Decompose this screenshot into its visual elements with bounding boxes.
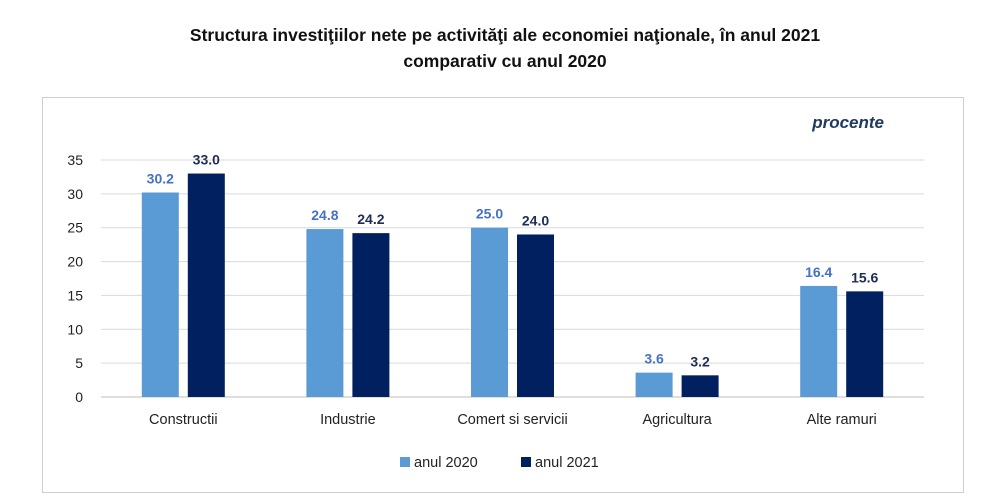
bar: [635, 372, 673, 397]
x-tick-label: Comert si servicii: [457, 412, 567, 428]
data-label: 24.2: [357, 211, 384, 227]
chart-title: Structura investiţiilor nete pe activită…: [0, 22, 996, 74]
bar: [846, 291, 884, 397]
data-label: 30.2: [147, 171, 174, 187]
x-tick-label: Agricultura: [642, 412, 712, 428]
chart-frame: [42, 97, 964, 493]
bar: [471, 227, 508, 397]
y-tick-label: 0: [75, 389, 83, 405]
y-tick-label: 15: [67, 287, 83, 303]
legend-label: anul 2021: [535, 455, 599, 471]
x-tick-label: Constructii: [149, 412, 218, 428]
y-tick-label: 20: [67, 254, 83, 270]
legend-swatch: [400, 457, 410, 467]
chart-title-line-1: Structura investiţiilor nete pe activită…: [189, 25, 821, 45]
data-label: 33.0: [193, 152, 220, 168]
data-label: 15.6: [851, 269, 878, 285]
data-label: 24.8: [311, 207, 338, 223]
data-label: 3.6: [644, 351, 664, 367]
bar: [187, 173, 225, 397]
bar: [141, 192, 179, 397]
legend: anul 2020 anul 2021: [400, 455, 599, 471]
legend-label: anul 2020: [414, 455, 478, 471]
bar: [352, 233, 390, 397]
y-tick-label: 35: [67, 152, 83, 168]
y-tick-label: 30: [67, 186, 83, 202]
bar: [800, 285, 838, 397]
y-tick-label: 10: [67, 321, 83, 337]
y-axis: 0 5 10 15 20 25 30 35: [67, 152, 83, 405]
legend-swatch: [521, 457, 531, 467]
gridlines: [101, 159, 924, 398]
bar: [306, 229, 344, 397]
data-label: 3.2: [690, 353, 710, 369]
bar: [517, 234, 554, 397]
data-label: 16.4: [805, 264, 832, 280]
chart-title-line-2: comparativ cu anul 2020: [403, 51, 607, 71]
bars: [141, 173, 884, 397]
x-tick-label: Industrie: [320, 412, 376, 428]
data-labels: 30.2 33.0 24.8 24.2 25.0 24.0 3.6 3.2 16.4 15.6: [147, 152, 879, 370]
data-label: 25.0: [476, 206, 503, 222]
y-tick-label: 25: [67, 220, 83, 236]
data-label: 24.0: [522, 212, 549, 228]
x-axis: Constructii Industrie Comert si servicii Ag…: [149, 412, 877, 428]
x-tick-label: Alte ramuri: [807, 412, 877, 428]
bar: [681, 375, 719, 397]
y-tick-label: 5: [75, 355, 83, 371]
unit-label: procente: [811, 113, 884, 132]
